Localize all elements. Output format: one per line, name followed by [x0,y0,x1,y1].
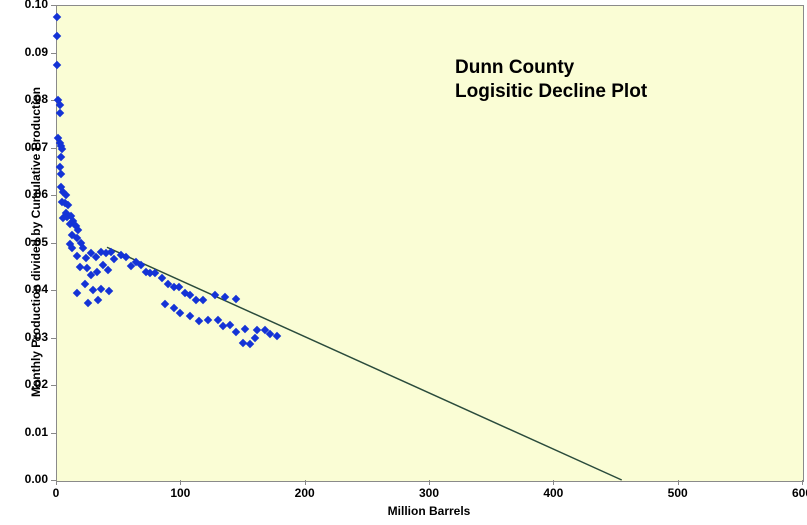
x-axis-label: Million Barrels [369,504,489,518]
x-tick-label: 0 [36,486,76,500]
y-tick-label: 0.02 [16,377,48,391]
y-tick-label: 0.04 [16,282,48,296]
y-tick-label: 0.00 [16,472,48,486]
y-tick-mark [51,243,56,244]
x-tick-label: 300 [409,486,449,500]
y-tick-label: 0.07 [16,140,48,154]
y-tick-mark [51,53,56,54]
x-tick-label: 600 [782,486,807,500]
y-tick-label: 0.01 [16,425,48,439]
y-tick-mark [51,195,56,196]
x-tick-mark [678,480,679,485]
x-tick-label: 100 [160,486,200,500]
x-tick-label: 500 [658,486,698,500]
x-tick-mark [180,480,181,485]
scatter-chart: Monthly Production divided by Cumulative… [0,0,807,525]
chart-title-line: Logisitic Decline Plot [455,80,647,104]
x-tick-mark [429,480,430,485]
y-tick-mark [51,433,56,434]
y-tick-label: 0.03 [16,330,48,344]
y-tick-mark [51,290,56,291]
chart-title: Dunn CountyLogisitic Decline Plot [455,56,647,104]
y-tick-mark [51,385,56,386]
y-tick-label: 0.10 [16,0,48,11]
y-tick-mark [51,148,56,149]
x-tick-mark [802,480,803,485]
chart-title-line: Dunn County [455,56,647,80]
y-tick-label: 0.06 [16,187,48,201]
y-tick-label: 0.05 [16,235,48,249]
y-tick-label: 0.09 [16,45,48,59]
x-tick-mark [553,480,554,485]
y-tick-mark [51,5,56,6]
x-tick-mark [56,480,57,485]
y-tick-label: 0.08 [16,92,48,106]
x-tick-label: 200 [285,486,325,500]
plot-area [56,5,804,482]
x-tick-label: 400 [533,486,573,500]
x-tick-mark [305,480,306,485]
y-tick-mark [51,338,56,339]
